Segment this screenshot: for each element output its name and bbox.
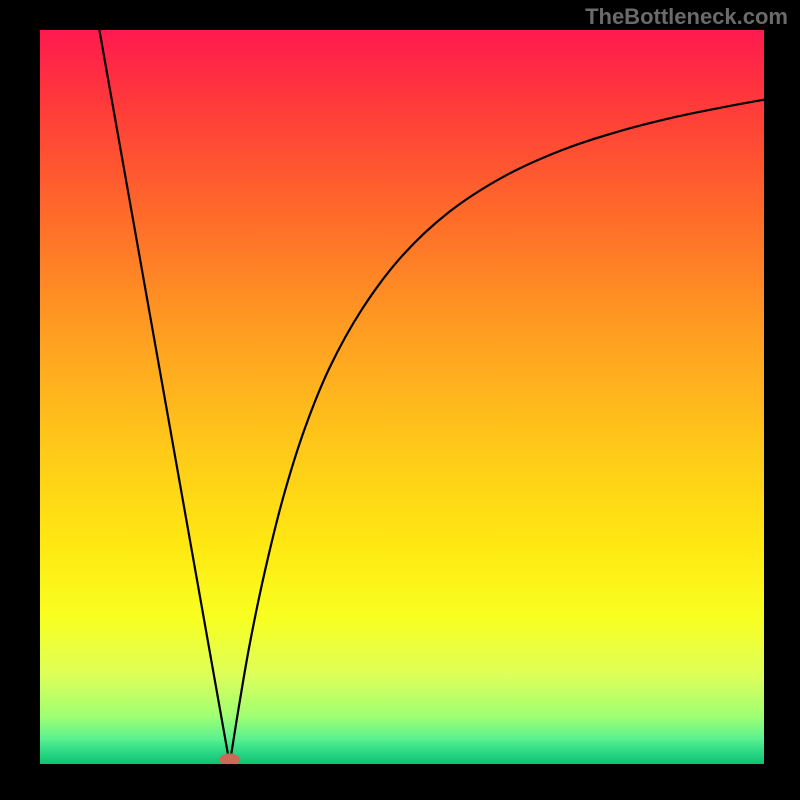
watermark-text: TheBottleneck.com (585, 4, 788, 30)
chart-background (40, 30, 764, 764)
chart-container: TheBottleneck.com (0, 0, 800, 800)
chart-plot (40, 30, 764, 764)
